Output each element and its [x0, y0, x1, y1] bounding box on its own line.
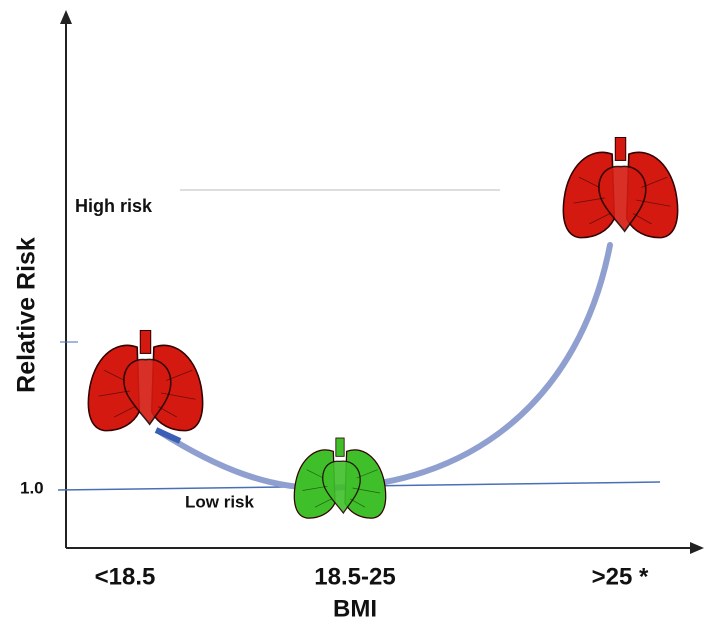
x-axis-arrow [690, 542, 704, 554]
high-risk-label: High risk [75, 196, 153, 216]
low-risk-label: Low risk [185, 492, 255, 511]
organ-normal [293, 437, 387, 519]
x-category: <18.5 [95, 563, 156, 590]
x-category: >25 * [592, 563, 649, 590]
y-tick-label: 1.0 [20, 478, 44, 497]
x-axis-label: BMI [333, 595, 377, 622]
curve-arrow-tip [154, 427, 182, 444]
x-category: 18.5-25 [314, 563, 395, 590]
y-axis-arrow [60, 10, 72, 24]
risk-curve [157, 242, 613, 492]
y-axis-label: Relative Risk [13, 237, 41, 393]
organ-overweight [562, 136, 679, 239]
organ-underweight [87, 329, 204, 432]
